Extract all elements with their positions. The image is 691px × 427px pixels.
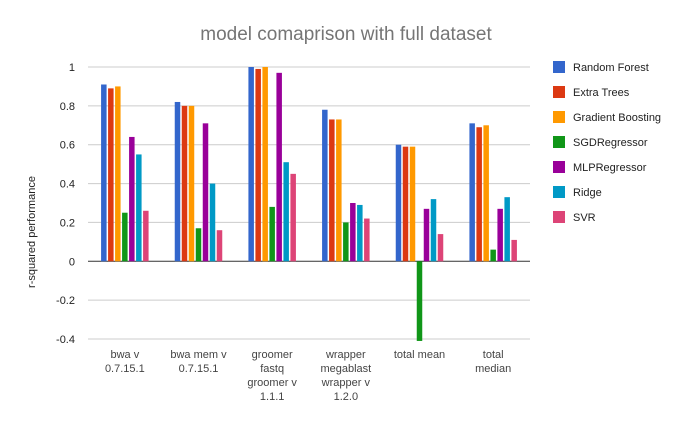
legend: Random Forest Extra Trees Gradient Boostin… [553,61,661,224]
bar [395,144,402,262]
bar [357,204,363,262]
x-tick-label: total mean [394,349,445,361]
bar [469,123,475,262]
bar [364,218,370,262]
bar [402,146,409,262]
bar [195,228,202,262]
x-tick-label: bwa v 0.7.15.1 [105,349,145,375]
legend-label: Extra Trees [573,87,630,99]
x-axis-ticks: bwa v 0.7.15.1 bwa mem v 0.7.15.1 groomer fas… [105,349,511,403]
legend-swatch [553,136,565,148]
y-tick-label: 0.8 [60,101,75,113]
bar [343,222,349,262]
bar [290,173,296,262]
bar [276,72,282,262]
x-tick-label: total median [475,349,511,375]
bars [101,67,517,341]
bar [490,249,496,262]
bar [476,127,482,262]
bar [423,208,430,262]
legend-label: SVR [573,212,596,224]
legend-label: SGDRegressor [573,137,648,149]
legend-swatch [553,111,565,123]
x-tick-label: bwa mem v 0.7.15.1 [170,349,227,375]
x-tick-label: groomer fastq groomer v 1.1.1 [247,349,297,403]
bar [181,105,188,262]
bar [115,86,121,262]
bar [350,203,356,262]
bar [216,230,223,262]
bar [248,67,254,262]
legend-swatch [553,186,565,198]
bar [322,109,328,262]
y-tick-label: 0.2 [60,217,75,229]
bar [504,197,510,262]
y-axis-ticks: 1 0.8 0.6 0.4 0.2 0 -0.2 -0.4 [56,62,75,346]
bar [409,146,416,262]
y-tick-label: -0.4 [56,334,75,346]
bar [511,239,517,262]
bar [430,199,437,262]
bar [209,183,216,262]
y-tick-label: 0 [69,256,75,268]
bar [483,125,489,262]
bar [129,136,135,262]
bar [329,119,335,262]
gridlines [88,66,530,340]
bar [336,119,342,262]
legend-label: Random Forest [573,62,649,74]
legend-label: Gradient Boosting [573,112,661,124]
bar [108,88,114,262]
bar [437,234,444,262]
bar [283,162,289,262]
bar [174,101,181,262]
bar [136,154,142,262]
chart-title: model comaprison with full dataset [200,24,492,45]
bar [255,68,261,262]
legend-label: Ridge [573,187,602,199]
bar [143,210,149,262]
bar [188,105,195,262]
bar [101,84,107,262]
y-axis-label: r-squared performance [26,176,38,288]
legend-label: MLPRegressor [573,162,647,174]
bar [497,208,503,262]
y-tick-label: 1 [69,62,75,74]
legend-swatch [553,161,565,173]
y-tick-label: 0.4 [60,179,75,191]
y-tick-label: -0.2 [56,295,75,307]
bar [122,212,128,262]
x-tick-label: wrapper megablast wrapper v 1.2.0 [320,349,371,403]
bar [262,67,268,262]
legend-swatch [553,86,565,98]
legend-swatch [553,61,565,73]
bar [202,123,209,262]
bar [416,261,423,341]
y-tick-label: 0.6 [60,140,75,152]
bar [269,206,275,262]
legend-swatch [553,211,565,223]
